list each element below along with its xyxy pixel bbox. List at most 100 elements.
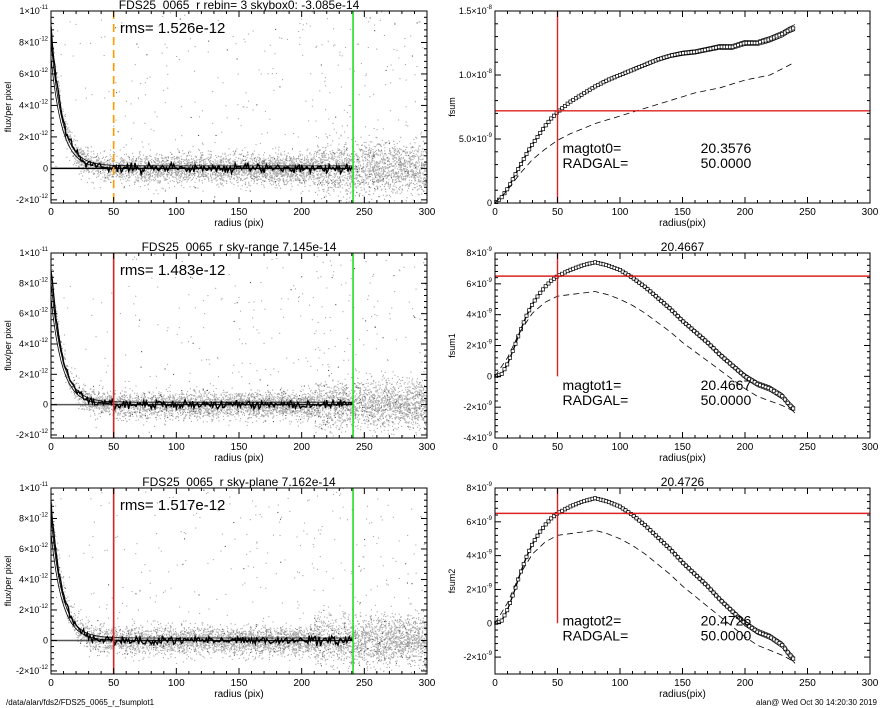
scatter-point (262, 161, 264, 163)
scatter-point (347, 179, 349, 181)
scatter-point (315, 169, 317, 171)
scatter-point (348, 104, 350, 106)
scatter-point (162, 163, 164, 165)
scatter-point (319, 159, 321, 161)
scatter-point (146, 54, 148, 56)
scatter-point (407, 173, 409, 175)
scatter-point (199, 149, 201, 151)
scatter-point (370, 173, 372, 175)
scatter-point (201, 154, 203, 156)
scatter-point (378, 162, 380, 164)
scatter-point (395, 187, 397, 189)
scatter-point (292, 163, 294, 165)
scatter-point (218, 178, 220, 180)
scatter-point (155, 157, 157, 159)
scatter-point (240, 188, 242, 190)
scatter-point (186, 159, 188, 161)
scatter-point (327, 186, 329, 188)
scatter-point (149, 173, 151, 175)
scatter-point (321, 156, 323, 158)
scatter-point (154, 171, 156, 173)
scatter-point (356, 170, 358, 172)
scatter-point (243, 155, 245, 157)
scatter-point (253, 163, 255, 165)
scatter-point (394, 172, 396, 174)
scatter-point (266, 162, 268, 164)
scatter-point (377, 119, 379, 121)
scatter-point (82, 166, 84, 168)
scatter-point (225, 105, 227, 107)
scatter-point (181, 181, 183, 183)
scatter-point (362, 169, 364, 171)
scatter-point (230, 166, 232, 168)
scatter-point (315, 162, 317, 164)
scatter-point (269, 171, 271, 173)
scatter-point (395, 179, 397, 181)
scatter-point (415, 173, 417, 175)
scatter-point (329, 92, 331, 94)
scatter-point (261, 160, 263, 162)
scatter-point (358, 168, 360, 170)
scatter-point (226, 181, 228, 183)
scatter-point (186, 161, 188, 163)
scatter-point (409, 158, 411, 160)
scatter-point (421, 193, 423, 195)
scatter-point (308, 171, 310, 173)
scatter-point (198, 171, 200, 173)
scatter-point (392, 156, 394, 158)
scatter-point (159, 180, 161, 182)
scatter-point (201, 164, 203, 166)
scatter-point (138, 173, 140, 175)
scatter-point (347, 147, 349, 149)
scatter-point (204, 163, 206, 165)
scatter-point (152, 170, 154, 172)
scatter-point (143, 181, 145, 183)
scatter-point (221, 178, 223, 180)
scatter-point (145, 156, 147, 158)
scatter-point (81, 162, 83, 164)
scatter-point (240, 158, 242, 160)
scatter-point (330, 179, 332, 181)
scatter-point (144, 172, 146, 174)
scatter-point (371, 160, 373, 162)
scatter-point (415, 149, 417, 151)
scatter-point (164, 179, 166, 181)
scatter-point (184, 159, 186, 161)
scatter-point (265, 162, 267, 164)
scatter-point (363, 187, 365, 189)
scatter-point (131, 170, 133, 172)
scatter-point (327, 159, 329, 161)
scatter-point (414, 174, 416, 176)
scatter-point (149, 179, 151, 181)
scatter-point (245, 159, 247, 161)
scatter-point (151, 159, 153, 161)
scatter-point (327, 40, 329, 42)
scatter-point (254, 177, 256, 179)
scatter-point (246, 177, 248, 179)
scatter-point (347, 159, 349, 161)
scatter-point (83, 150, 85, 152)
scatter-point (221, 184, 223, 186)
scatter-point (213, 164, 215, 166)
scatter-point (142, 176, 144, 178)
scatter-point (67, 123, 69, 125)
scatter-point (345, 189, 347, 191)
scatter-point (120, 161, 122, 163)
scatter-point (179, 163, 181, 165)
scatter-point (384, 168, 386, 170)
scatter-point (320, 159, 322, 161)
scatter-point (341, 165, 343, 167)
scatter-point (217, 176, 219, 178)
scatter-point (378, 177, 380, 179)
scatter-point (323, 175, 325, 177)
scatter-point (81, 161, 83, 163)
scatter-point (416, 22, 418, 24)
scatter-point (149, 177, 151, 179)
scatter-point (228, 175, 230, 177)
scatter-point (297, 170, 299, 172)
scatter-point (380, 167, 382, 169)
scatter-point (406, 160, 408, 162)
scatter-point (278, 149, 280, 151)
scatter-point (313, 163, 315, 165)
scatter-point (362, 151, 364, 153)
